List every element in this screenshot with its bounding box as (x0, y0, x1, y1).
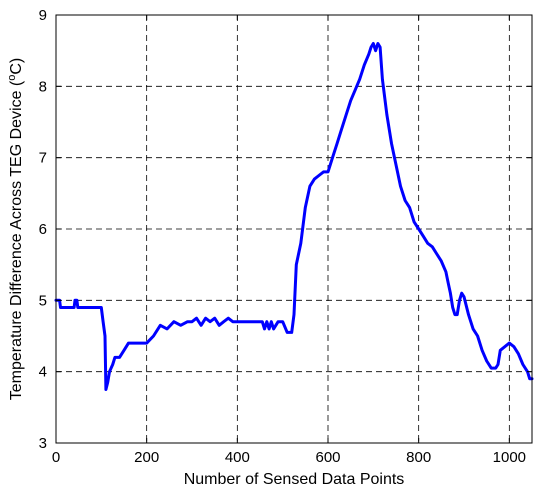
y-tick-label: 9 (39, 7, 47, 24)
series-line (54, 42, 534, 391)
x-tick-label: 600 (315, 449, 340, 466)
x-tick-label: 1000 (493, 449, 526, 466)
y-tick-label: 5 (39, 292, 47, 309)
x-tick-label: 200 (134, 449, 159, 466)
x-axis-label: Number of Sensed Data Points (184, 471, 405, 488)
y-tick-label: 8 (39, 78, 47, 95)
y-tick-label: 6 (39, 221, 47, 238)
y-axis-label-main: Temperature Difference Across TEG Device… (8, 80, 25, 400)
y-axis-label: Temperature Difference Across TEG Device… (6, 58, 25, 401)
y-axis-label-unit: C) (8, 58, 25, 75)
y-tick-label: 7 (39, 150, 47, 167)
y-tick-label: 4 (39, 364, 47, 381)
x-tick-label: 400 (225, 449, 250, 466)
y-tick-label: 3 (39, 435, 47, 452)
data-series (54, 42, 534, 391)
x-tick-label: 800 (406, 449, 431, 466)
x-tick-label: 0 (52, 449, 60, 466)
y-axis-label-superscript: o (6, 75, 18, 81)
axis-ticks (55, 14, 532, 444)
tick-labels: 0 200 400 600 800 1000 3 4 5 6 7 8 9 (39, 7, 526, 466)
